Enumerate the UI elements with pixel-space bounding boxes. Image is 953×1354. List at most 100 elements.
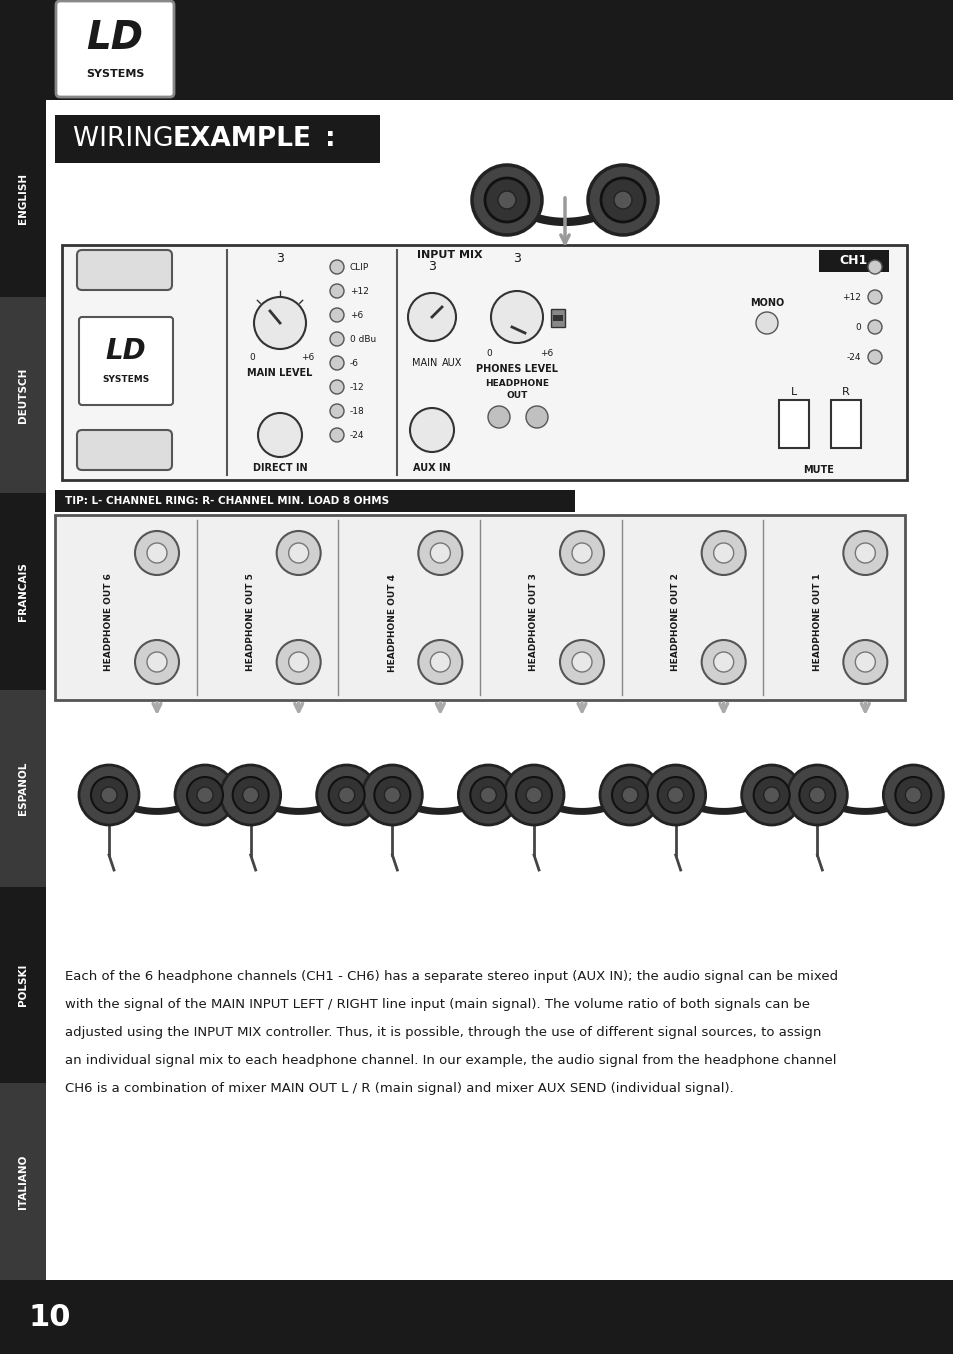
Text: +12: +12 (841, 292, 861, 302)
FancyBboxPatch shape (79, 317, 172, 405)
Circle shape (614, 191, 631, 209)
Text: 0 dBu: 0 dBu (350, 334, 375, 344)
Text: Each of the 6 headphone channels (CH1 - CH6) has a separate stereo input (AUX IN: Each of the 6 headphone channels (CH1 - … (65, 969, 838, 983)
Text: R: R (841, 387, 849, 397)
Text: an individual signal mix to each headphone channel. In our example, the audio si: an individual signal mix to each headpho… (65, 1053, 836, 1067)
Text: HEADPHONE: HEADPHONE (484, 379, 548, 387)
Circle shape (808, 787, 824, 803)
Bar (553, 315, 562, 321)
Text: 0: 0 (486, 348, 492, 357)
Circle shape (384, 787, 400, 803)
Circle shape (786, 765, 846, 825)
Text: ITALIANO: ITALIANO (18, 1155, 28, 1209)
Circle shape (600, 177, 644, 222)
Circle shape (362, 765, 422, 825)
Circle shape (842, 640, 886, 684)
Bar (818, 250, 888, 272)
Bar (0, 887, 46, 1083)
Circle shape (657, 777, 693, 812)
Text: +6: +6 (301, 352, 314, 362)
Circle shape (430, 543, 450, 563)
Circle shape (135, 640, 179, 684)
Circle shape (330, 356, 344, 370)
Text: CH1: CH1 (839, 255, 867, 268)
Text: 0: 0 (249, 352, 254, 362)
Text: SYSTEMS: SYSTEMS (86, 69, 144, 79)
Circle shape (559, 640, 603, 684)
Bar (55, 115, 379, 162)
Text: MONO: MONO (749, 298, 783, 307)
Circle shape (220, 765, 280, 825)
Text: CLIP: CLIP (841, 263, 861, 272)
Circle shape (599, 765, 659, 825)
Circle shape (233, 777, 269, 812)
Circle shape (645, 765, 705, 825)
Bar (0, 493, 46, 691)
Circle shape (330, 380, 344, 394)
Bar (0, 1083, 46, 1280)
Text: SYSTEMS: SYSTEMS (102, 375, 150, 383)
Circle shape (484, 177, 529, 222)
Text: DEUTSCH: DEUTSCH (18, 367, 28, 422)
Circle shape (497, 191, 516, 209)
Circle shape (799, 777, 835, 812)
Bar (0, 1280, 953, 1354)
Text: POLSKI: POLSKI (18, 964, 28, 1006)
Bar (55, 490, 575, 512)
Text: CLIP: CLIP (350, 263, 369, 272)
Circle shape (147, 543, 167, 563)
Text: adjusted using the INPUT MIX controller. Thus, it is possible, through the use o: adjusted using the INPUT MIX controller.… (65, 1026, 821, 1039)
Circle shape (572, 653, 592, 672)
Circle shape (418, 531, 462, 575)
Bar (0, 691, 46, 887)
Text: L: L (790, 387, 797, 397)
Circle shape (330, 260, 344, 274)
Text: HEADPHONE OUT 4: HEADPHONE OUT 4 (387, 574, 396, 672)
Circle shape (276, 531, 320, 575)
Circle shape (374, 777, 410, 812)
Bar (62, 245, 906, 481)
Circle shape (196, 787, 213, 803)
Bar (551, 309, 564, 328)
Text: 10: 10 (29, 1303, 71, 1331)
Circle shape (330, 284, 344, 298)
Circle shape (895, 777, 930, 812)
Circle shape (135, 531, 179, 575)
Text: PHONES LEVEL: PHONES LEVEL (476, 364, 558, 374)
Bar (0, 0, 953, 100)
Circle shape (525, 787, 541, 803)
Circle shape (472, 165, 541, 236)
Circle shape (330, 428, 344, 441)
Text: ENGLISH: ENGLISH (18, 173, 28, 223)
Circle shape (289, 543, 309, 563)
Circle shape (174, 765, 234, 825)
Bar (830, 399, 861, 448)
FancyBboxPatch shape (77, 431, 172, 470)
Circle shape (867, 320, 882, 334)
Circle shape (457, 765, 517, 825)
Circle shape (479, 787, 496, 803)
Circle shape (338, 787, 355, 803)
Circle shape (289, 653, 309, 672)
Circle shape (842, 531, 886, 575)
Circle shape (503, 765, 563, 825)
Text: 3: 3 (513, 252, 520, 265)
Text: -24: -24 (845, 352, 861, 362)
Circle shape (330, 403, 344, 418)
Circle shape (516, 777, 552, 812)
Text: -24: -24 (350, 431, 364, 440)
Text: -6: -6 (350, 359, 358, 367)
Text: CH6 is a combination of mixer MAIN OUT L / R (main signal) and mixer AUX SEND (i: CH6 is a combination of mixer MAIN OUT L… (65, 1082, 733, 1095)
Circle shape (91, 777, 127, 812)
Circle shape (667, 787, 683, 803)
Circle shape (488, 406, 510, 428)
Bar (779, 399, 808, 448)
Text: TIP: L- CHANNEL RING: R- CHANNEL MIN. LOAD 8 OHMS: TIP: L- CHANNEL RING: R- CHANNEL MIN. LO… (65, 496, 389, 506)
Bar (0, 297, 46, 493)
Text: LD: LD (106, 337, 146, 366)
Bar (0, 100, 46, 297)
Circle shape (408, 292, 456, 341)
Text: OUT: OUT (506, 390, 527, 399)
Text: 3: 3 (428, 260, 436, 274)
Text: MAIN LEVEL: MAIN LEVEL (247, 368, 313, 378)
